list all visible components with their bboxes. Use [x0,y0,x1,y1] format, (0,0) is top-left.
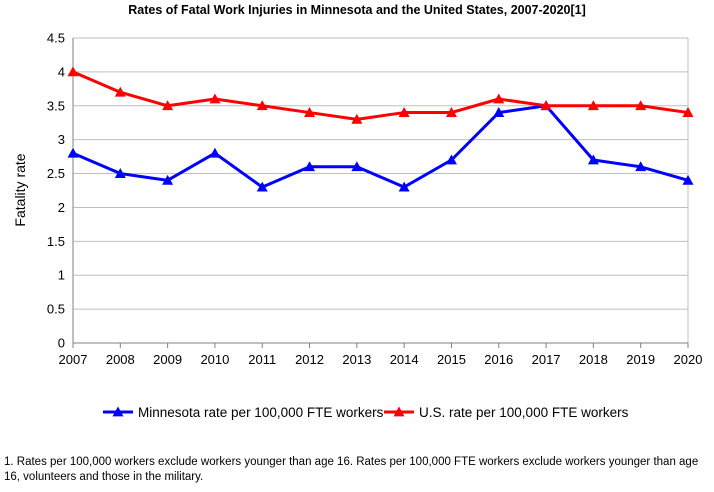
data-point [114,86,126,97]
y-tick-label: 1 [58,268,65,283]
y-tick-label: 2 [58,200,65,215]
data-point [493,107,505,117]
data-point [209,93,221,104]
y-tick-label: 4.5 [47,31,65,46]
data-point [162,174,174,185]
y-tick-label: 0 [58,336,65,351]
y-tick-label: 3.5 [47,98,65,113]
x-tick-label: 2010 [200,352,229,367]
x-tick-label: 2008 [106,352,135,367]
legend-marker [112,406,124,417]
x-tick-label: 2015 [437,352,466,367]
x-tick-label: 2011 [248,352,276,367]
y-tick-label: 1.5 [47,234,65,249]
series-lines [67,66,694,192]
y-axis-label: Fatality rate [12,153,28,226]
y-tick-label: 3 [58,132,65,147]
data-point [304,161,316,172]
x-tick-label: 2013 [342,352,371,367]
data-point [162,100,174,111]
x-tick-label: 2012 [295,352,324,367]
data-point [304,107,316,117]
y-tick-label: 0.5 [47,302,65,317]
data-point [540,100,552,111]
footnote: 1. Rates per 100,000 workers exclude wor… [4,456,699,483]
data-point [398,181,410,192]
x-tick-label: 2017 [532,352,561,367]
x-tick-label: 2019 [626,352,655,367]
data-point [114,168,126,178]
series-line [72,104,689,189]
series-line [72,70,689,121]
data-point [682,174,694,185]
chart-title: Rates of Fatal Work Injuries in Minnesot… [128,3,586,17]
data-point [256,181,268,192]
y-tick-label: 2.5 [47,166,65,181]
data-point [351,113,363,124]
data-point [445,154,457,165]
axes: 0 0.5 1 1.5 2 2.5 3 3.5 4 4.5 2007 2008 2009 2010 2011… [47,31,703,368]
data-point [635,161,647,172]
data-point [67,147,79,158]
x-tick-label: 2018 [579,352,608,367]
x-tick-label: 2009 [153,352,182,367]
legend: Minnesota rate per 100,000 FTE workers U.… [103,405,629,420]
legend-marker [393,406,405,417]
data-point [635,100,647,111]
x-tick-label: 2016 [484,352,513,367]
data-point [682,107,694,117]
gridlines [73,37,689,343]
x-tick-label: 2007 [59,352,88,367]
line-chart: Rates of Fatal Work Injuries in Minnesot… [12,3,703,420]
data-point [351,161,363,172]
data-point [587,100,599,111]
x-tick-label: 2020 [674,352,703,367]
data-point [209,147,221,158]
data-point [256,100,268,111]
legend-label: U.S. rate per 100,000 FTE workers [419,405,629,420]
data-point [587,154,599,165]
x-tick-label: 2014 [390,352,419,367]
data-point [445,107,457,117]
y-tick-label: 4 [58,64,65,79]
legend-label: Minnesota rate per 100,000 FTE workers [138,405,384,420]
data-point [398,107,410,117]
data-point [67,66,79,77]
data-point [493,93,505,104]
